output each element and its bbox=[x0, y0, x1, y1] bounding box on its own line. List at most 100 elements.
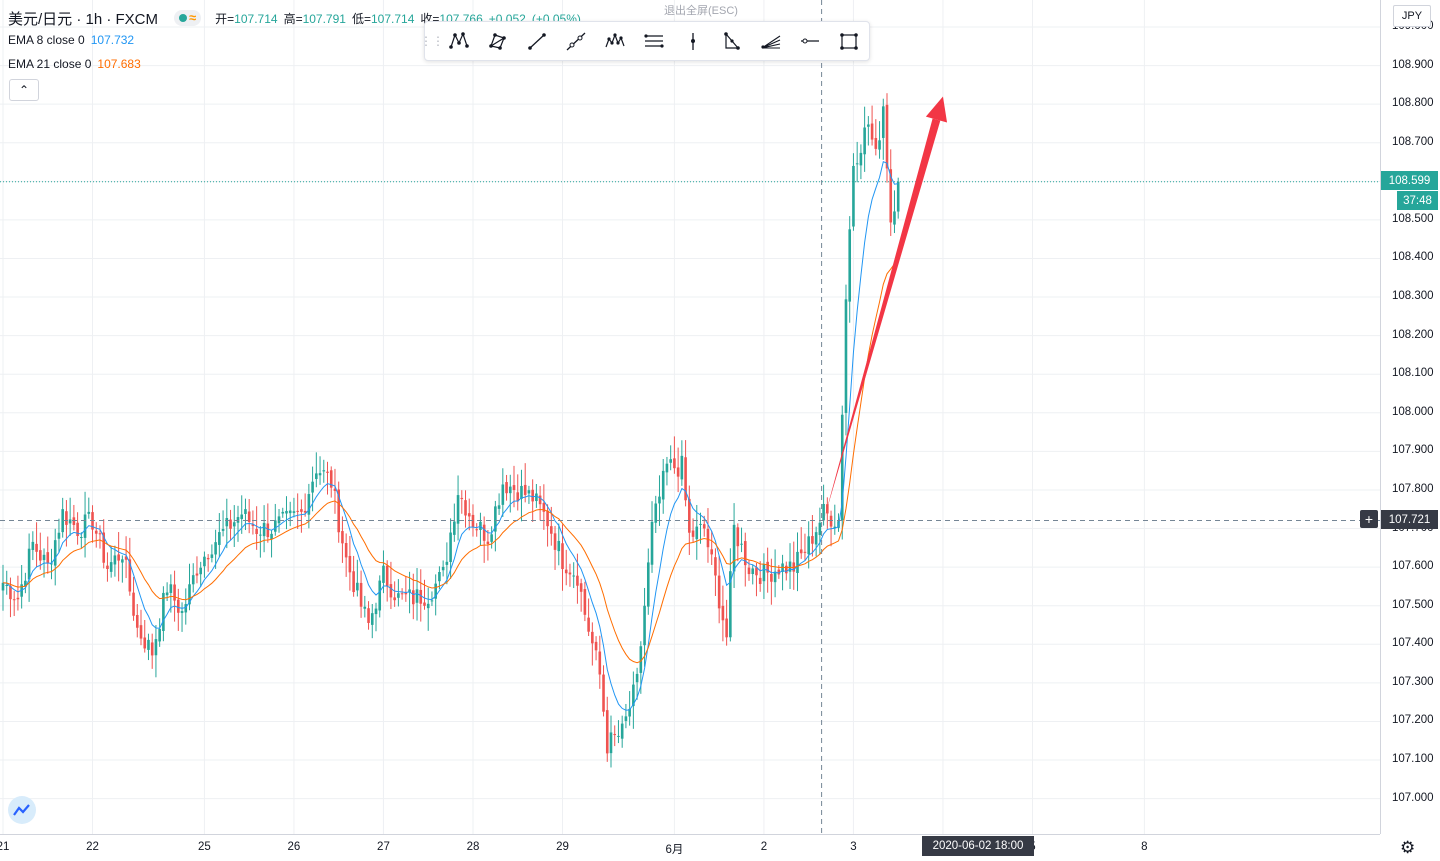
candle-body bbox=[419, 589, 423, 604]
candle-body bbox=[471, 514, 475, 528]
ohlc-label: 低= bbox=[351, 11, 371, 26]
candle-body bbox=[661, 470, 665, 500]
candle-body bbox=[531, 489, 534, 502]
price-tick-label: 108.800 bbox=[1392, 97, 1434, 110]
trend-line-icon[interactable] bbox=[517, 22, 556, 60]
triangle-pattern-icon[interactable] bbox=[712, 22, 751, 60]
candle-body bbox=[467, 513, 471, 517]
candle-body bbox=[128, 559, 132, 592]
candle-body bbox=[650, 521, 654, 565]
vertical-line-icon[interactable] bbox=[673, 22, 712, 60]
price-axis[interactable] bbox=[1380, 0, 1440, 834]
market-status-badge[interactable]: ≈ bbox=[174, 10, 202, 26]
candle-body bbox=[50, 563, 53, 565]
candle-body bbox=[852, 165, 855, 227]
candle-body bbox=[378, 580, 382, 611]
ema21-legend[interactable]: EMA 21 close 0 107.683 bbox=[8, 54, 587, 74]
candle-body bbox=[363, 606, 367, 609]
chart-area[interactable] bbox=[0, 0, 1380, 834]
candle-body bbox=[773, 571, 777, 583]
candle-body bbox=[434, 583, 437, 599]
price-tick-label: 107.000 bbox=[1392, 791, 1434, 804]
candle-body bbox=[210, 554, 214, 558]
candle-body bbox=[57, 532, 61, 539]
add-plus-icon[interactable]: + bbox=[1360, 510, 1378, 528]
candle-body bbox=[94, 530, 98, 534]
candle-body bbox=[106, 565, 109, 569]
candle-body bbox=[68, 519, 72, 524]
candle-body bbox=[232, 522, 236, 527]
candle-body bbox=[221, 528, 225, 531]
candle-body bbox=[259, 534, 262, 536]
candle-body bbox=[285, 510, 288, 514]
candle-body bbox=[863, 127, 866, 155]
collapse-legend-button[interactable]: ⌃ bbox=[9, 79, 39, 101]
candle-body bbox=[154, 639, 158, 656]
candle-body bbox=[318, 473, 322, 476]
candle-body bbox=[896, 181, 900, 212]
candle-body bbox=[124, 556, 128, 560]
candle-body bbox=[553, 533, 557, 550]
candle-body bbox=[874, 137, 878, 149]
exit-fullscreen-hint[interactable]: 退出全屏(ESC) bbox=[664, 5, 738, 17]
candle-body bbox=[337, 489, 340, 533]
rectangle-icon[interactable] bbox=[829, 22, 868, 60]
ema8-value: 107.732 bbox=[90, 33, 135, 47]
price-tick-label: 107.900 bbox=[1392, 444, 1434, 457]
horizontal-ray-icon[interactable] bbox=[790, 22, 829, 60]
ema21-line bbox=[2, 256, 899, 664]
candle-body bbox=[180, 611, 184, 613]
candle-body bbox=[591, 631, 594, 644]
candle-body bbox=[688, 498, 691, 533]
current-price-label: 108.599 bbox=[1381, 171, 1438, 190]
candle-body bbox=[632, 684, 635, 707]
tradingview-logo-icon[interactable] bbox=[8, 796, 36, 824]
extended-line-icon[interactable] bbox=[556, 22, 595, 60]
symbol-title[interactable]: 美元/日元 · 1h · FXCM bbox=[8, 10, 159, 28]
candle-body bbox=[203, 556, 206, 567]
time-tick-label: 2 bbox=[760, 841, 768, 853]
price-tick-label: 107.300 bbox=[1392, 675, 1434, 688]
candle-body bbox=[132, 592, 135, 616]
candle-body bbox=[147, 639, 150, 650]
candle-body bbox=[359, 582, 363, 607]
currency-label[interactable]: JPY bbox=[1393, 5, 1431, 27]
candle-body bbox=[292, 511, 296, 513]
elliott-wave-icon[interactable] bbox=[595, 22, 634, 60]
candle-body bbox=[65, 511, 68, 525]
candle-body bbox=[576, 575, 579, 586]
candle-body bbox=[389, 584, 393, 598]
candle-body bbox=[546, 510, 549, 527]
candle-body bbox=[449, 532, 452, 562]
candle-body bbox=[83, 514, 87, 538]
time-tick-label: 8 bbox=[1141, 841, 1148, 853]
candle-body bbox=[456, 495, 460, 524]
time-axis[interactable] bbox=[0, 834, 1380, 861]
candle-body bbox=[367, 608, 370, 623]
candle-body bbox=[426, 603, 430, 609]
candle-body bbox=[777, 569, 781, 575]
candle-body bbox=[393, 597, 396, 601]
candle-body bbox=[740, 543, 743, 545]
delayed-data-icon: ≈ bbox=[189, 10, 197, 25]
candle-body bbox=[460, 497, 464, 499]
ema8-legend[interactable]: EMA 8 close 0 107.732 bbox=[8, 30, 587, 50]
ohlc-label: 高= bbox=[283, 11, 303, 26]
candle-body bbox=[818, 522, 822, 535]
parallel-channel-icon[interactable] bbox=[634, 22, 673, 60]
candle-body bbox=[400, 593, 404, 595]
candle-body bbox=[881, 106, 885, 138]
time-tick-label: 3 bbox=[850, 841, 857, 853]
candle-body bbox=[173, 584, 176, 601]
candle-body bbox=[42, 554, 46, 561]
abcd-pattern-icon[interactable] bbox=[478, 22, 517, 60]
candle-body bbox=[602, 674, 605, 712]
drag-handle-icon[interactable]: ⋮⋮ bbox=[420, 34, 444, 48]
settings-gear-icon[interactable]: ⚙ bbox=[1400, 838, 1416, 857]
xabcd-pattern-icon[interactable] bbox=[439, 22, 478, 60]
candle-body bbox=[244, 509, 247, 515]
candle-body bbox=[676, 467, 680, 477]
fib-fan-icon[interactable] bbox=[751, 22, 790, 60]
candle-body bbox=[266, 523, 270, 538]
time-tick-label: 28 bbox=[466, 841, 480, 853]
